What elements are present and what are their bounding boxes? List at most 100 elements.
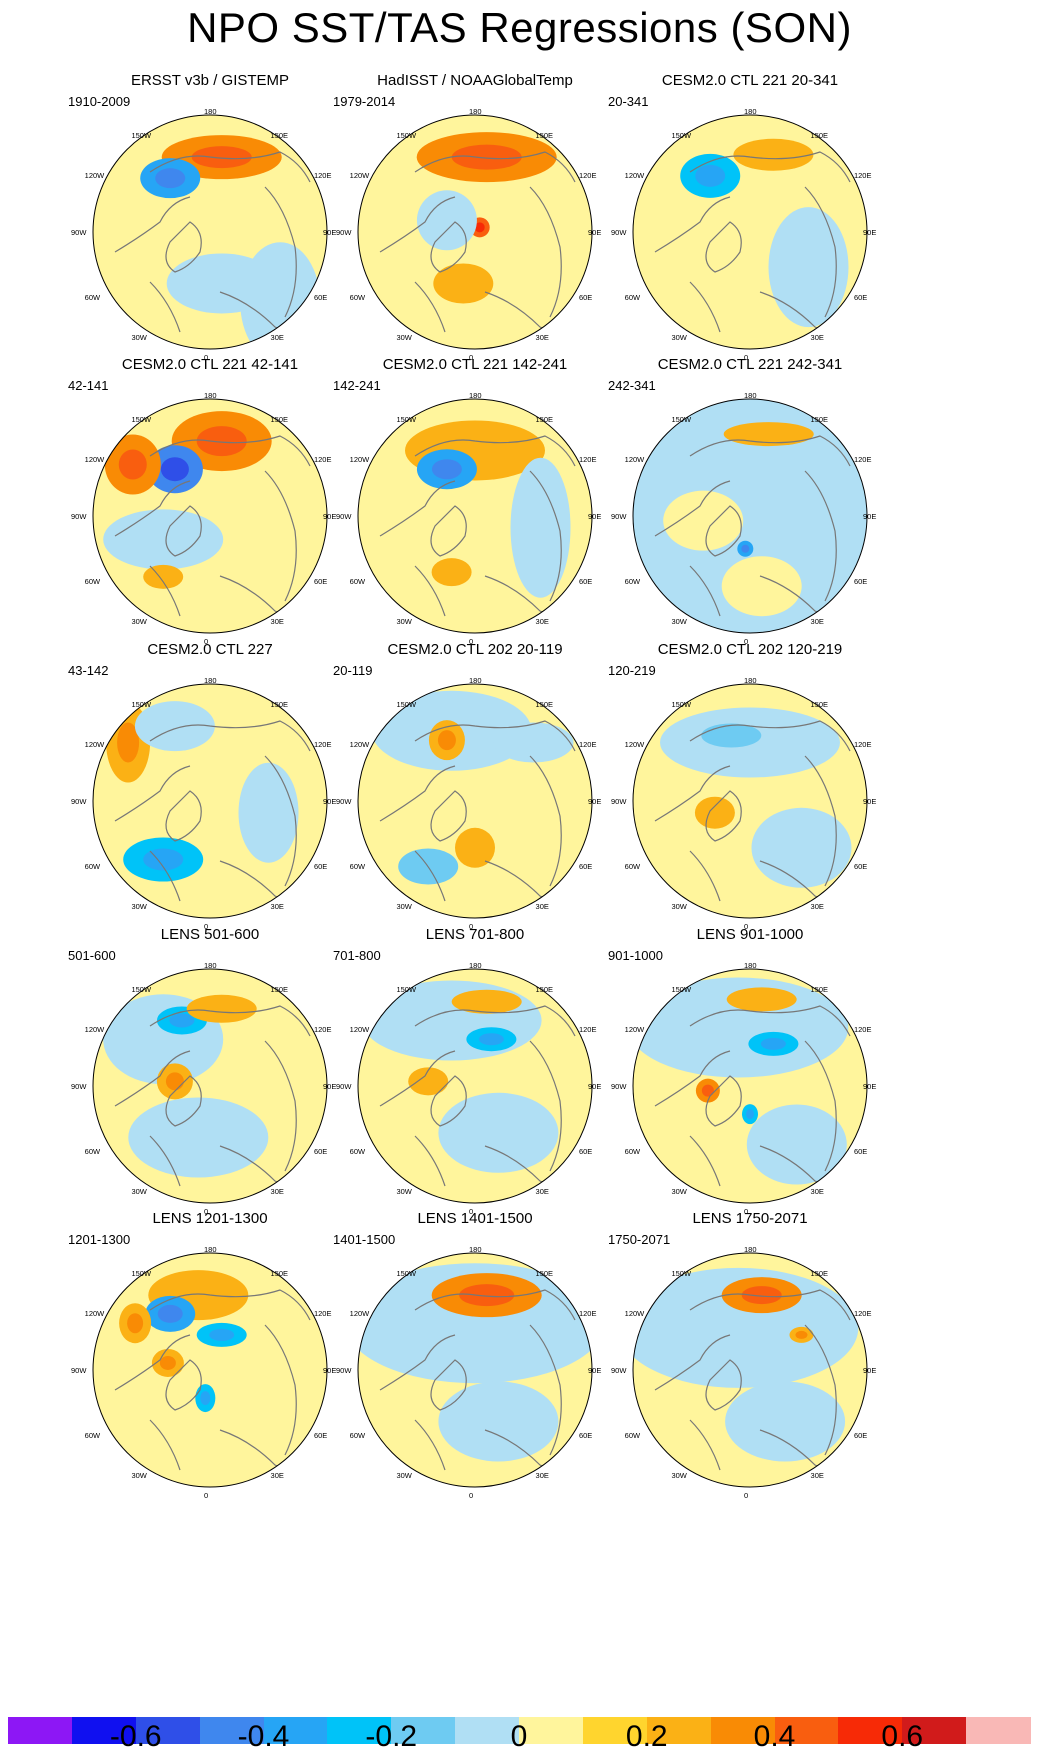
- panel-year-range: 1750-2071: [608, 1232, 671, 1247]
- coastline: [430, 221, 467, 273]
- lon-label-30e: 30E: [270, 901, 284, 911]
- lon-label-60e: 60E: [853, 1146, 868, 1156]
- coastline: [149, 1289, 311, 1321]
- anomaly-region: [751, 807, 852, 888]
- panel-year-range: 1201-1300: [68, 1232, 131, 1247]
- lon-label-180: 180: [469, 391, 482, 400]
- map-panel: CESM2.0 CTL 221 142-241 142-241 180 0 150W 12…: [325, 356, 625, 656]
- lon-label-150e: 150E: [810, 1269, 829, 1279]
- map-boundary: [632, 683, 868, 919]
- map-boundary: [92, 683, 328, 919]
- anomaly-core: [795, 1330, 808, 1339]
- lon-label-120e: 120E: [578, 171, 597, 181]
- lon-label-150e: 150E: [535, 700, 554, 710]
- panel-title: LENS 501-600: [160, 926, 260, 943]
- lon-label-180: 180: [204, 391, 217, 400]
- lon-label-180: 180: [469, 107, 482, 116]
- lon-label-90e: 90E: [588, 512, 602, 521]
- lon-label-90e: 90E: [323, 797, 337, 806]
- lon-label-90w: 90W: [336, 797, 352, 806]
- panel-year-range: 142-241: [333, 378, 381, 393]
- lon-label-60w: 60W: [349, 576, 366, 586]
- lon-label-60w: 60W: [349, 1430, 366, 1440]
- panel-title: LENS 901-1000: [696, 926, 804, 943]
- lon-label-120e: 120E: [313, 171, 332, 181]
- lon-label-90e: 90E: [863, 1366, 877, 1375]
- coastline: [114, 196, 191, 253]
- lon-label-30w: 30W: [396, 1186, 412, 1196]
- colorbar-segment: [710, 1717, 775, 1744]
- lon-label-150w: 150W: [396, 1269, 417, 1279]
- lon-label-120e: 120E: [313, 1309, 332, 1319]
- coastline: [414, 1005, 576, 1037]
- coastline: [654, 765, 731, 822]
- lon-label-150w: 150W: [131, 700, 152, 710]
- lon-label-30w: 30W: [131, 616, 147, 626]
- anomaly-region: [431, 558, 472, 587]
- coastline: [149, 565, 181, 617]
- coastline: [114, 1050, 191, 1107]
- lon-label-30w: 30W: [671, 616, 687, 626]
- lon-label-180: 180: [469, 961, 482, 970]
- coastline: [689, 720, 851, 752]
- lon-label-60e: 60E: [313, 292, 328, 302]
- coastline: [705, 505, 742, 557]
- coastline: [379, 480, 456, 537]
- lon-label-30e: 30E: [810, 1186, 824, 1196]
- colorbar-segment: [199, 1717, 264, 1744]
- lon-label-0: 0: [744, 1491, 749, 1500]
- colorbar-tick-label: 0.2: [625, 1720, 668, 1753]
- coastline: [149, 1419, 181, 1471]
- anomaly-region: [746, 1104, 847, 1185]
- lon-label-120e: 120E: [853, 455, 872, 465]
- coastline: [379, 1334, 456, 1391]
- lon-label-30e: 30E: [535, 901, 549, 911]
- lon-label-0: 0: [204, 1491, 209, 1500]
- anomaly-core: [155, 168, 186, 189]
- lon-label-150e: 150E: [535, 415, 554, 425]
- lon-label-0: 0: [204, 637, 209, 646]
- coastline: [149, 435, 311, 467]
- polar-map: [92, 683, 328, 919]
- lon-label-60e: 60E: [853, 1430, 868, 1440]
- panel-year-range: 43-142: [68, 663, 109, 678]
- panel-title: LENS 1401-1500: [417, 1210, 533, 1227]
- coastline: [689, 1289, 851, 1321]
- lon-label-90e: 90E: [863, 797, 877, 806]
- lon-label-120e: 120E: [313, 1025, 332, 1035]
- colorbar-segment: [71, 1717, 137, 1744]
- lon-label-60w: 60W: [84, 1430, 101, 1440]
- lon-label-30e: 30E: [810, 616, 824, 626]
- anomaly-core: [191, 146, 252, 169]
- lon-label-0: 0: [744, 353, 749, 362]
- coastline: [414, 1289, 576, 1321]
- anomaly-core: [478, 1033, 504, 1046]
- coastline: [689, 850, 721, 902]
- panel-title: CESM2.0 CTL 221 242-341: [657, 356, 843, 373]
- lon-label-120w: 120W: [624, 171, 645, 181]
- lon-label-60w: 60W: [349, 1146, 366, 1156]
- lon-label-60e: 60E: [853, 292, 868, 302]
- lon-label-0: 0: [204, 1207, 209, 1216]
- lon-label-60w: 60W: [624, 861, 641, 871]
- anomaly-core: [437, 730, 456, 751]
- colorbar-segment: [519, 1717, 584, 1744]
- lon-label-0: 0: [469, 1491, 474, 1500]
- coastline: [689, 1005, 851, 1037]
- anomaly-region: [143, 564, 184, 589]
- panel-title: LENS 1201-1300: [152, 1210, 268, 1227]
- polar-map: [357, 968, 593, 1204]
- lon-label-180: 180: [744, 1245, 757, 1254]
- lon-label-120w: 120W: [349, 1309, 370, 1319]
- map-boundary: [357, 1252, 593, 1488]
- lon-label-120e: 120E: [578, 740, 597, 750]
- coastline: [529, 470, 562, 602]
- lon-label-0: 0: [469, 1207, 474, 1216]
- anomaly-core: [431, 459, 462, 480]
- anomaly-region: [408, 1067, 449, 1096]
- lon-label-30w: 30W: [131, 1470, 147, 1480]
- lon-label-180: 180: [204, 961, 217, 970]
- coastline: [114, 480, 191, 537]
- lon-label-60e: 60E: [853, 861, 868, 871]
